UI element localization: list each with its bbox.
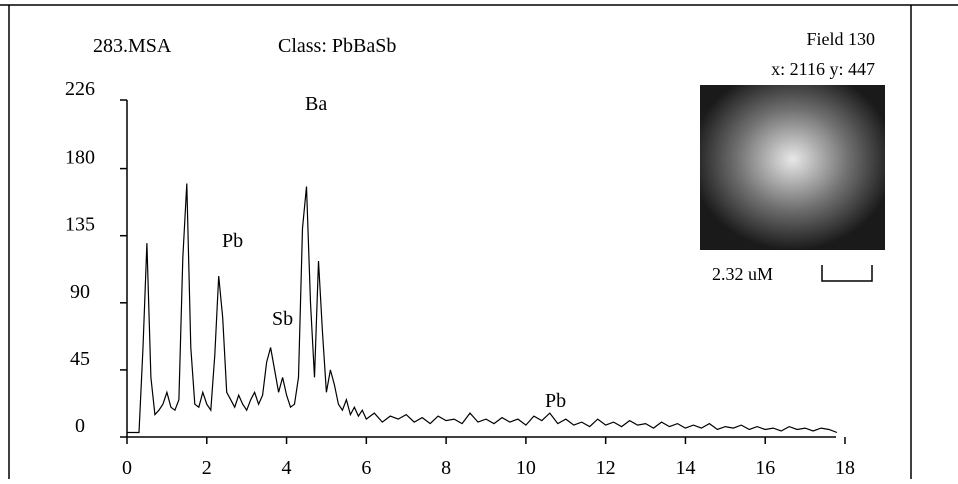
x-tick-label: 10 — [516, 457, 536, 479]
peak-label: Pb — [222, 230, 243, 252]
x-tick-label: 8 — [441, 457, 451, 479]
scale-label: 2.32 uM — [712, 264, 773, 284]
y-tick-label: 45 — [70, 348, 90, 370]
field-label: Field 130 — [806, 29, 875, 49]
x-tick-label: 6 — [361, 457, 371, 479]
frame — [0, 4, 958, 479]
x-tick-label: 4 — [282, 457, 292, 479]
x-tick-label: 14 — [675, 457, 695, 479]
x-tick-label: 18 — [835, 457, 855, 479]
x-tick-label: 0 — [122, 457, 132, 479]
y-tick-label: 90 — [70, 281, 90, 303]
scale-bar — [821, 265, 873, 282]
spectrum-line — [127, 183, 838, 434]
y-tick-label: 135 — [65, 214, 95, 236]
x-tick-label: 16 — [755, 457, 775, 479]
peak-label: Pb — [545, 390, 566, 412]
y-tick-label: 226 — [65, 78, 95, 100]
coords-label: x: 2116 y: 447 — [771, 59, 875, 79]
chart-title: 283.MSA — [93, 35, 172, 57]
peak-label: Sb — [272, 308, 293, 330]
y-tick-label: 0 — [75, 415, 85, 437]
chart-subtitle: Class: PbBaSb — [278, 35, 396, 57]
x-tick-label: 12 — [596, 457, 616, 479]
peak-label: Ba — [305, 93, 327, 115]
x-tick-label: 2 — [202, 457, 212, 479]
particle-image — [700, 85, 885, 250]
y-tick-label: 180 — [65, 147, 95, 169]
